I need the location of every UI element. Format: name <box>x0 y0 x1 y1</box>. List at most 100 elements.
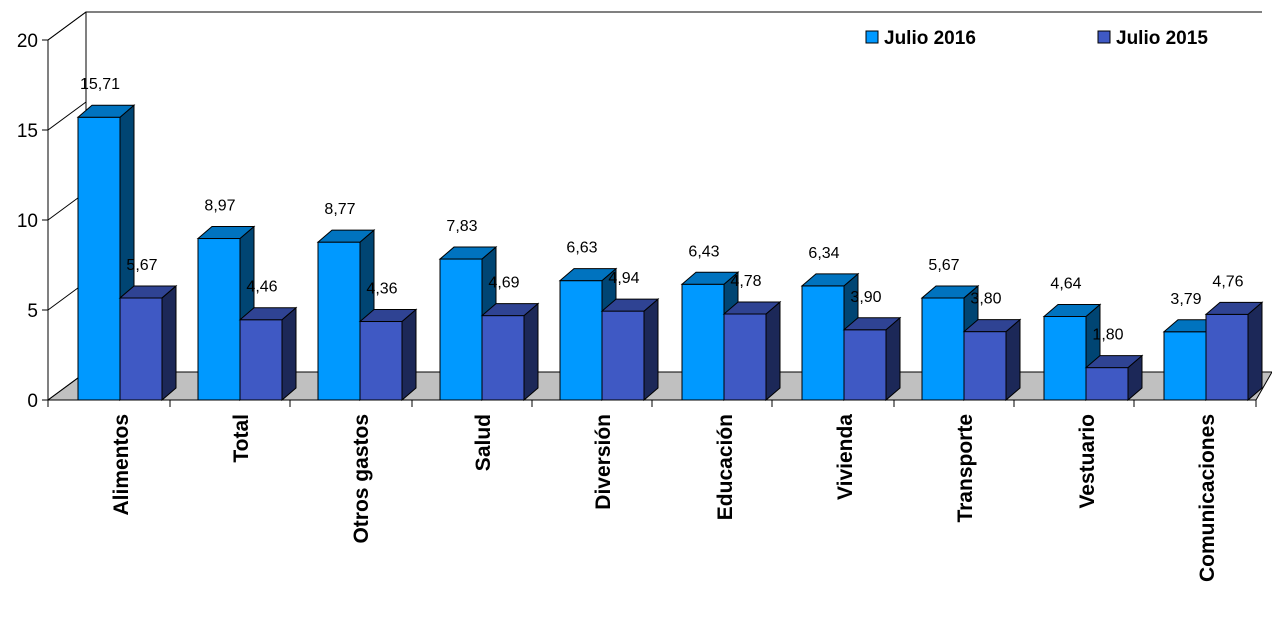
bar-front <box>317 241 361 401</box>
bar-front <box>239 319 283 401</box>
bar-top <box>76 104 136 118</box>
bar-top <box>480 303 540 317</box>
category-label: Alimentos <box>110 414 133 516</box>
y-tick-label: 20 <box>17 31 38 52</box>
bar-side <box>281 306 297 402</box>
bar-front <box>1085 367 1129 401</box>
bar-top <box>196 226 256 240</box>
category-label: Educación <box>714 414 737 520</box>
y-tick-depth <box>47 101 87 131</box>
category-label: Transporte <box>954 414 977 523</box>
bar <box>238 306 298 402</box>
data-label: 8,77 <box>324 201 355 218</box>
data-label: 4,69 <box>488 275 519 292</box>
bar-top <box>722 301 782 315</box>
bar-front <box>843 329 887 401</box>
bar-front <box>601 310 645 401</box>
legend-swatch <box>865 30 879 44</box>
y-tick-depth <box>47 11 87 41</box>
data-label: 1,80 <box>1092 327 1123 344</box>
bars: 15,71 5,67 8,97 4,46 8,77 4,36 7,83 4,69 6,63 4,9… <box>76 76 1264 402</box>
bar <box>118 284 178 402</box>
bar-top <box>800 273 860 287</box>
bar-top <box>316 229 376 243</box>
category-label: Comunicaciones <box>1196 414 1219 582</box>
data-label: 6,63 <box>566 240 597 257</box>
data-label: 15,71 <box>80 76 120 93</box>
bar-side <box>523 302 539 402</box>
legend: Julio 2016 Julio 2015 <box>865 28 1208 49</box>
y-tick-label: 5 <box>27 301 38 322</box>
bar-top <box>920 285 980 299</box>
bar <box>480 302 540 402</box>
bar-front <box>559 280 603 401</box>
bar <box>842 316 902 402</box>
bar-top <box>842 317 902 331</box>
data-label: 4,36 <box>366 281 397 298</box>
bar-front <box>963 331 1007 401</box>
bar-top <box>358 309 418 323</box>
category-label: Salud <box>472 414 495 471</box>
bar-top <box>680 271 740 285</box>
bar-side <box>765 300 781 402</box>
bar-top <box>1084 355 1144 369</box>
bar-front <box>681 283 725 401</box>
bar-front <box>921 297 965 401</box>
category-label: Total <box>230 414 253 463</box>
data-label: 4,46 <box>246 279 277 296</box>
y-tick-label: 0 <box>27 391 38 412</box>
category-label: Vestuario <box>1076 414 1099 509</box>
data-label: 4,76 <box>1212 273 1243 290</box>
bar-front <box>119 297 163 401</box>
bar-front <box>77 116 121 401</box>
bar-front <box>359 321 403 401</box>
bar-front <box>197 238 241 401</box>
bar-side <box>401 308 417 402</box>
bar-top <box>118 285 178 299</box>
category-label: Diversión <box>592 414 615 510</box>
data-label: 4,64 <box>1050 275 1081 292</box>
data-label: 7,83 <box>446 218 477 235</box>
data-label: 3,79 <box>1170 291 1201 308</box>
bar-top <box>1042 303 1102 317</box>
bar <box>962 318 1022 402</box>
bar-top <box>962 319 1022 333</box>
bar <box>722 300 782 402</box>
data-label: 3,90 <box>850 289 881 306</box>
legend-swatch <box>1097 30 1111 44</box>
legend-label: Julio 2016 <box>884 28 976 49</box>
x-axis: Alimentos Total Otros gastos Salud Diversión… <box>47 399 1257 582</box>
data-label: 3,80 <box>970 291 1001 308</box>
bar-front <box>723 313 767 401</box>
bar-front <box>481 315 525 401</box>
bar-side <box>1005 318 1021 402</box>
y-axis: 0 5 10 15 20 <box>17 11 87 412</box>
bar <box>600 297 660 402</box>
data-label: 5,67 <box>126 257 157 274</box>
legend-label: Julio 2015 <box>1116 28 1208 49</box>
bar-front <box>439 258 483 401</box>
data-label: 5,67 <box>928 257 959 274</box>
category-label: Vivienda <box>834 414 857 500</box>
category-label: Otros gastos <box>350 414 373 544</box>
bar-front <box>1043 315 1087 401</box>
bar-side <box>885 316 901 402</box>
data-label: 8,97 <box>204 198 235 215</box>
data-label: 4,78 <box>730 273 761 290</box>
bar-side <box>1247 301 1263 402</box>
bar <box>358 308 418 402</box>
bar-front <box>1205 313 1249 401</box>
bar <box>1084 354 1144 402</box>
data-label: 6,43 <box>688 243 719 260</box>
bar-side <box>643 297 659 402</box>
bar-top <box>558 268 618 282</box>
bar <box>1204 301 1264 402</box>
bar-front <box>1163 331 1207 401</box>
y-tick-label: 10 <box>17 211 38 232</box>
data-label: 6,34 <box>808 245 839 262</box>
bar-front <box>801 285 845 401</box>
bar-side <box>161 284 177 402</box>
bar-top <box>438 246 498 260</box>
bar-top <box>238 307 298 321</box>
